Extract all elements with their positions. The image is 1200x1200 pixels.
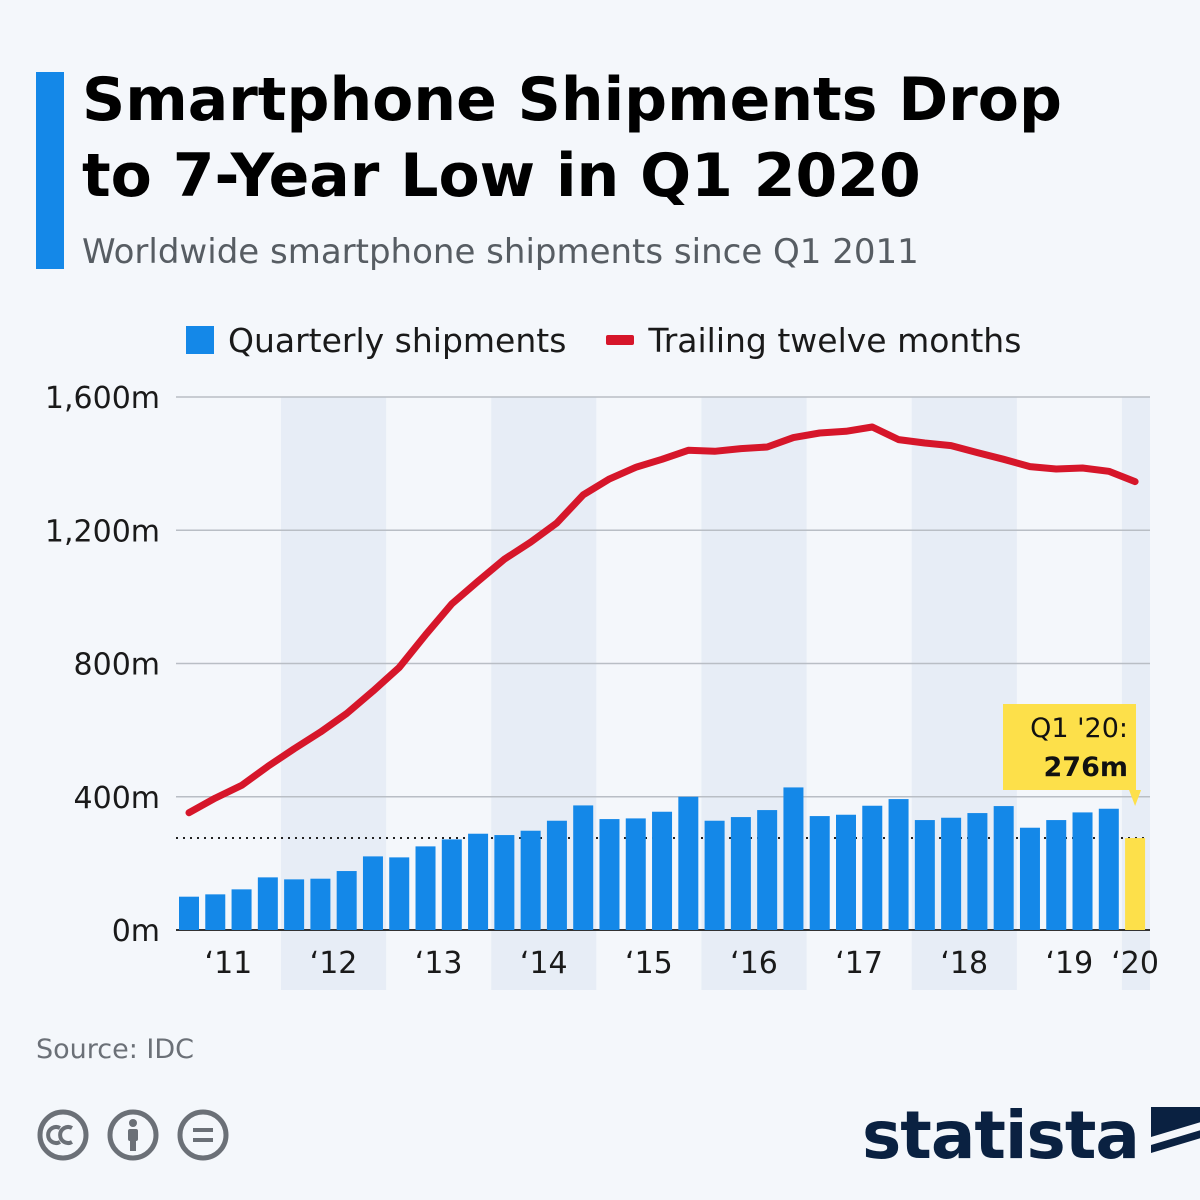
bar	[809, 816, 830, 930]
legend-item-quarterly: Quarterly shipments	[186, 321, 566, 360]
bar	[914, 820, 935, 930]
bar	[941, 817, 962, 930]
x-tick-label: ‘18	[940, 946, 988, 981]
bar	[468, 833, 489, 930]
y-tick-label: 400m	[74, 781, 160, 816]
source-note: Source: IDC	[36, 1034, 195, 1065]
logo-text: statista	[862, 1097, 1140, 1174]
bar	[1098, 808, 1119, 930]
title-accent-bar	[36, 72, 64, 269]
x-tick-label: ‘14	[520, 946, 568, 981]
bar	[967, 813, 988, 930]
bar	[389, 857, 410, 930]
x-tick-label: ‘13	[415, 946, 463, 981]
chart-title: Smartphone Shipments Drop to 7-Year Low …	[82, 65, 1062, 211]
x-tick-label: ‘17	[835, 946, 883, 981]
callout-line1: Q1 '20:	[1030, 713, 1128, 744]
y-tick-label: 1,200m	[45, 514, 160, 549]
bar	[257, 877, 278, 930]
bar	[678, 796, 699, 930]
legend-swatch-line	[606, 335, 635, 345]
bar	[1046, 820, 1067, 930]
attribution-icon[interactable]	[106, 1108, 160, 1162]
y-tick-label: 0m	[112, 914, 160, 949]
x-tick-label: ‘19	[1046, 946, 1094, 981]
bar	[862, 805, 883, 930]
bar	[415, 846, 436, 930]
license-icons	[36, 1108, 230, 1162]
legend: Quarterly shipments Trailing twelve mont…	[186, 318, 1061, 362]
no-derivatives-icon[interactable]	[176, 1108, 230, 1162]
bar	[993, 806, 1014, 930]
chart-subtitle: Worldwide smartphone shipments since Q1 …	[82, 232, 919, 272]
bar	[757, 810, 778, 930]
bar	[836, 814, 856, 930]
x-tick-label: ‘16	[730, 946, 778, 981]
legend-swatch-bar	[186, 326, 214, 354]
legend-label-ttm: Trailing twelve months	[648, 320, 1022, 360]
callout-line2: 276m	[1044, 752, 1129, 783]
bar	[546, 820, 567, 930]
bar	[1072, 812, 1093, 930]
statista-logo[interactable]: statista	[862, 1100, 1200, 1172]
x-tick-label: ‘11	[205, 946, 253, 981]
y-axis-ticks: 0m 400m 800m 1,200m 1,600m	[45, 381, 160, 949]
bar	[494, 835, 515, 930]
callout-box	[1003, 704, 1142, 806]
bar	[730, 817, 751, 930]
x-tick-label: ‘12	[310, 946, 358, 981]
bar	[625, 818, 646, 930]
bar	[704, 820, 725, 930]
line-series-ttm	[185, 423, 1139, 817]
bar	[441, 839, 462, 930]
bar	[888, 799, 909, 930]
legend-label-quarterly: Quarterly shipments	[228, 320, 567, 360]
x-tick-label: ‘15	[625, 946, 673, 981]
bar-q1-2020-highlight	[1125, 838, 1146, 930]
x-tick-label: ‘20	[1111, 946, 1159, 981]
bar	[284, 879, 305, 930]
bar	[1019, 827, 1040, 930]
y-tick-label: 1,600m	[45, 381, 160, 416]
bar	[573, 805, 594, 930]
bar	[231, 889, 252, 930]
x-axis-ticks: ‘11 ‘12 ‘13 ‘14 ‘15 ‘16 ‘17 ‘18 ‘19 ‘20	[205, 946, 1159, 981]
statista-logo-icon	[1150, 1107, 1200, 1165]
legend-item-ttm: Trailing twelve months	[606, 321, 1021, 360]
y-tick-label: 800m	[74, 648, 160, 683]
bar-series-quarterly	[179, 787, 1146, 930]
bar	[336, 871, 357, 930]
bar	[520, 830, 541, 930]
creative-commons-icon[interactable]	[36, 1108, 90, 1162]
bar	[652, 811, 673, 930]
bar	[362, 856, 383, 930]
bar	[179, 896, 199, 930]
bar	[205, 894, 226, 930]
bar	[599, 819, 620, 930]
bar	[310, 878, 331, 930]
bar	[783, 787, 804, 930]
callout-q1-2020: Q1 '20: 276m	[1003, 704, 1142, 806]
